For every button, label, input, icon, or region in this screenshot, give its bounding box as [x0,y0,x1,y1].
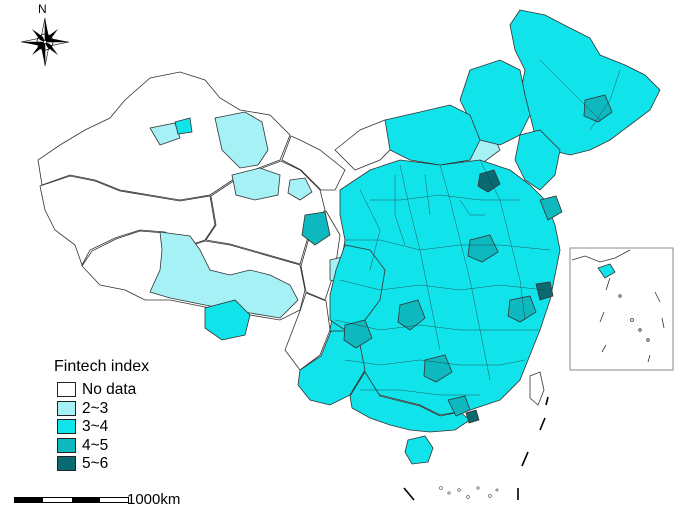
region-northeast [509,9,661,156]
region-teal-qinghai [301,211,331,246]
region-shanghai [535,281,554,301]
internal-borders [334,59,621,396]
region-teal-5 [447,395,471,417]
legend-item-4-5: 4~5 [54,437,194,456]
range-4-5-regions [301,94,613,417]
north-label: N [38,2,47,16]
legend-item-3-4: 3~4 [54,418,194,437]
inset-content [571,249,665,363]
inset-frame [569,247,674,371]
legend-swatch [57,456,76,471]
region-central-china [329,159,561,416]
region-teal-2 [467,234,499,263]
region-teal-4 [507,295,537,323]
south-china-sea-dashes [403,396,549,501]
region-light-2 [231,167,281,201]
region-light-tibet [149,231,299,319]
region-teal-8 [343,319,373,349]
region-teal-3 [423,354,453,383]
region-yunnan-west [284,292,331,371]
region-taiwan [529,371,545,406]
legend-swatch [57,400,76,416]
region-teal-1 [397,299,426,331]
region-yunnan [297,330,366,406]
region-light-4 [287,177,313,201]
legend-title: Fintech index [54,358,150,375]
scale-label: 1000km [127,491,181,508]
legend-label: 2~3 [82,399,109,417]
region-inset-island [597,263,616,279]
region-liaoning [514,129,561,191]
legend-item-2-3: 2~3 [54,400,194,419]
region-light-1 [214,111,269,169]
range-5-6-regions [465,169,554,424]
islands-dots [439,486,499,499]
region-south-china [349,371,471,433]
compass-rose-icon [20,17,70,67]
region-light-5 [149,122,181,146]
legend-swatch [57,437,76,453]
legend-swatch [57,419,76,434]
range-3-4-regions [174,9,661,465]
legend: Fintech index No data 2~3 3~4 4~5 5~6 [54,357,194,474]
region-hainan [404,435,434,465]
legend-swatch [57,382,76,397]
region-shenzhen [465,409,480,424]
legend-label: 5~6 [82,455,109,472]
legend-item-no-data: No data [54,381,194,400]
legend-item-5-6: 5~6 [54,455,194,474]
legend-label: 4~5 [82,436,109,454]
region-gansu [281,135,346,191]
region-tibet-east-cyan [204,299,251,341]
region-xj-small [174,117,193,135]
legend-label: 3~4 [82,418,109,435]
region-sichuan [329,244,386,331]
region-teal-6 [583,94,613,123]
region-teal-7 [539,195,563,221]
region-inner-mongolia [384,104,481,166]
legend-label: No data [82,381,137,398]
scale-bar [14,497,129,503]
